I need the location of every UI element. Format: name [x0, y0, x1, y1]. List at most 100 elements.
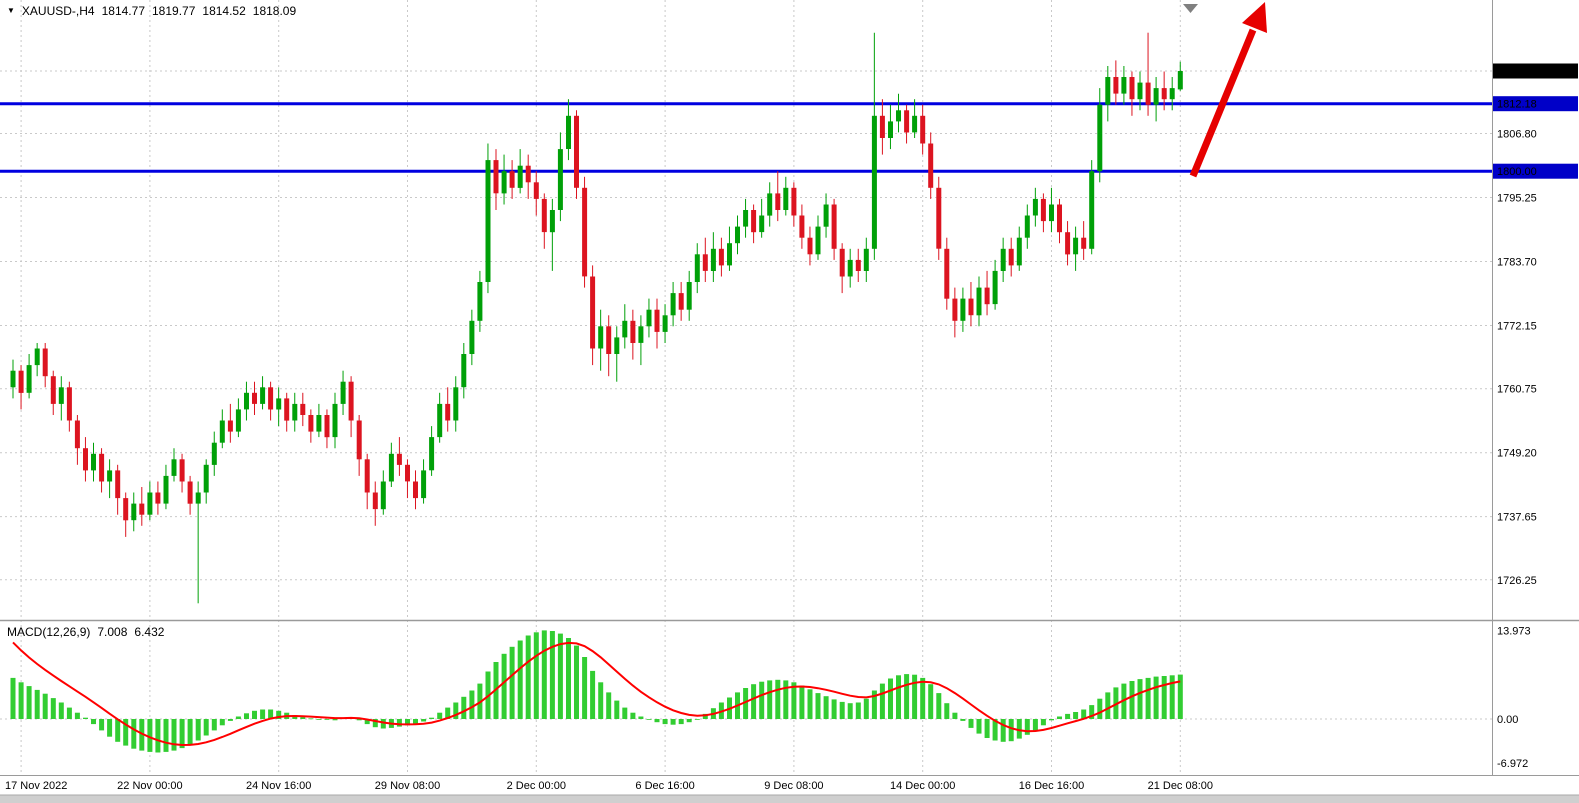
candle-up	[195, 492, 201, 504]
candle-down	[936, 187, 942, 249]
macd-histogram-bar	[300, 717, 306, 719]
macd-histogram-bar	[574, 645, 579, 719]
candle-down	[300, 403, 306, 415]
macd-histogram-bar	[533, 632, 539, 719]
macd-histogram-bar	[944, 703, 950, 719]
candle-down	[155, 492, 161, 504]
macd-histogram-bar	[1024, 719, 1030, 735]
candle-down	[1040, 198, 1046, 222]
candle-up	[34, 348, 40, 366]
time-axis[interactable]	[0, 776, 1579, 795]
macd-histogram-bar	[525, 635, 531, 719]
macd-histogram-bar	[316, 719, 322, 720]
candle-up	[888, 121, 893, 138]
candle-up	[219, 420, 225, 443]
level-price-tag: 1800.00	[1497, 166, 1537, 178]
macd-histogram-bar	[396, 719, 402, 727]
symbol-dropdown-icon[interactable]: ▼	[7, 6, 15, 15]
macd-histogram-bar	[324, 719, 330, 720]
macd-histogram-bar	[904, 674, 910, 719]
macd-label: MACD(12,26,9)	[7, 625, 91, 639]
candle-down	[879, 115, 885, 138]
macd-histogram-bar	[670, 719, 676, 725]
candle-up	[477, 282, 483, 321]
macd-histogram-bar	[912, 674, 918, 719]
macd-histogram-bar	[767, 680, 773, 719]
macd-histogram-bar	[268, 709, 274, 719]
macd-histogram-bar	[34, 689, 40, 719]
candle-up	[91, 453, 96, 471]
macd-signal-value: 6.432	[134, 625, 165, 639]
macd-histogram-bar	[976, 719, 982, 734]
macd-histogram-bar	[252, 710, 257, 719]
candle-up	[686, 282, 692, 310]
macd-histogram-bar	[107, 719, 113, 737]
time-axis-label: 29 Nov 08:00	[375, 780, 440, 792]
candle-up	[1000, 248, 1006, 271]
current-price-tag-bg	[1493, 63, 1578, 79]
price-axis[interactable]	[1493, 0, 1579, 775]
candle-up	[767, 193, 773, 216]
macd-histogram-bar	[694, 719, 700, 720]
candle-down	[115, 470, 121, 499]
macd-histogram-bar	[1016, 719, 1022, 739]
macd-histogram-bar	[276, 710, 282, 719]
candle-up	[171, 459, 177, 476]
candle-down	[904, 110, 910, 133]
candle-down	[855, 259, 861, 271]
macd-histogram-bar	[896, 675, 901, 719]
macd-histogram-bar	[42, 693, 48, 719]
candle-up	[388, 453, 394, 482]
macd-histogram-bar	[807, 689, 813, 719]
macd-histogram-bar	[1177, 674, 1183, 719]
candle-up	[469, 320, 475, 354]
candle-up	[1089, 171, 1095, 249]
candle-up	[10, 370, 16, 388]
candle-up	[517, 165, 523, 188]
candle-up	[992, 270, 998, 305]
macd-histogram-bar	[871, 690, 877, 719]
macd-histogram-bar	[614, 700, 620, 719]
macd-scale-min: -6.972	[1497, 758, 1528, 770]
candle-up	[815, 226, 821, 255]
macd-histogram-bar	[879, 683, 885, 719]
horizontal-scrollbar[interactable]	[0, 795, 1579, 803]
trend-arrow-head[interactable]	[1242, 2, 1267, 33]
macd-histogram-bar	[58, 702, 64, 719]
candle-down	[702, 254, 708, 271]
candle-up	[976, 287, 982, 316]
candle-down	[775, 193, 781, 210]
candle-down	[1081, 237, 1087, 249]
candle-down	[123, 498, 129, 521]
macd-histogram-bar	[1065, 713, 1071, 719]
candle-down	[968, 298, 974, 316]
candle-up	[638, 326, 644, 343]
candle-down	[1008, 248, 1014, 266]
candle-down	[308, 415, 314, 432]
macd-histogram-bar	[743, 688, 749, 719]
symbol-period-label: XAUUSD-,H4	[21, 4, 95, 18]
candle-up	[292, 403, 298, 421]
candle-up	[847, 259, 853, 277]
macd-histogram-bar	[1097, 698, 1103, 719]
macd-histogram-bar	[91, 719, 96, 725]
candle-up	[1121, 77, 1127, 94]
time-axis-label: 6 Dec 16:00	[635, 780, 694, 792]
macd-histogram-bar	[1057, 716, 1062, 719]
candle-down	[574, 115, 579, 188]
time-axis-label: 14 Dec 00:00	[890, 780, 955, 792]
candle-up	[727, 243, 732, 266]
macd-histogram-bar	[952, 712, 958, 719]
candle-up	[735, 226, 740, 244]
candle-up	[662, 315, 668, 332]
candle-up	[316, 415, 322, 432]
candle-down	[1057, 204, 1062, 233]
chart-header: ▼ XAUUSD-,H4 1814.77 1819.77 1814.52 181…	[7, 4, 296, 18]
candle-up	[1049, 204, 1054, 222]
candle-down	[372, 492, 378, 510]
macd-histogram-bar	[517, 640, 523, 719]
candle-up	[421, 470, 427, 499]
macd-histogram-bar	[453, 702, 459, 719]
trend-arrow-shaft[interactable]	[1189, 28, 1257, 178]
